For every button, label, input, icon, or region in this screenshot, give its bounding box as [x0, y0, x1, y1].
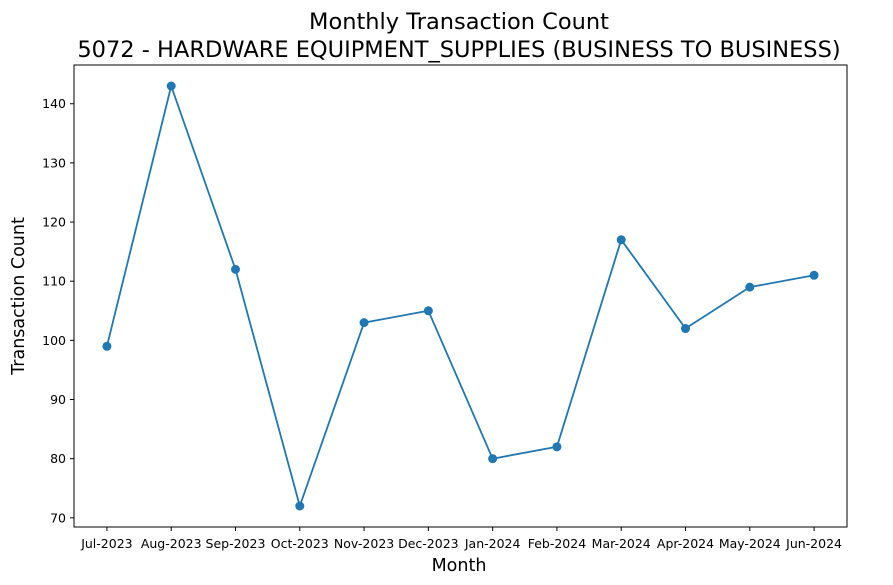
data-point: [681, 324, 691, 334]
x-tick-label: Mar-2024: [592, 536, 651, 551]
y-tick-label: 140: [42, 96, 66, 111]
x-tick-label: Sep-2023: [206, 536, 266, 551]
y-tick-label: 130: [42, 155, 66, 170]
y-tick-label: 90: [50, 392, 66, 407]
data-point: [745, 282, 755, 292]
data-point: [809, 270, 819, 280]
x-tick-label: Nov-2023: [334, 536, 394, 551]
data-point: [359, 318, 369, 328]
x-tick-label: Jun-2024: [785, 536, 842, 551]
data-point: [488, 454, 498, 464]
chart-subtitle: 5072 - HARDWARE EQUIPMENT_SUPPLIES (BUSI…: [77, 37, 840, 63]
x-tick-label: Jul-2023: [80, 536, 132, 551]
y-tick-label: 100: [42, 333, 66, 348]
x-tick-label: Oct-2023: [271, 536, 329, 551]
x-tick-label: Dec-2023: [398, 536, 459, 551]
data-point: [552, 442, 562, 452]
data-point: [295, 501, 305, 511]
data-point: [230, 264, 240, 274]
x-tick-label: Jan-2024: [464, 536, 521, 551]
series-transaction-count: [102, 81, 819, 511]
x-axis: Jul-2023 Aug-2023 Sep-2023 Oct-2023 Nov-2023…: [80, 527, 842, 551]
y-tick-label: 80: [50, 451, 66, 466]
data-point: [616, 235, 626, 245]
data-point: [423, 306, 433, 316]
y-axis-label: Transaction Count: [9, 217, 29, 376]
x-tick-label: Feb-2024: [528, 536, 587, 551]
y-tick-label: 110: [42, 274, 66, 289]
y-axis: 70 80 90 100 110 120 130 140: [42, 96, 74, 525]
series-line: [106, 85, 815, 507]
x-tick-label: Apr-2024: [657, 536, 714, 551]
y-tick-label: 70: [50, 510, 66, 525]
y-tick-label: 120: [42, 215, 66, 230]
x-tick-label: May-2024: [719, 536, 781, 551]
plot-area: [73, 64, 848, 528]
data-point: [102, 341, 112, 351]
data-point: [166, 81, 176, 91]
chart-title: Monthly Transaction Count: [309, 9, 609, 35]
x-tick-label: Aug-2023: [141, 536, 202, 551]
x-axis-label: Month: [432, 556, 487, 576]
